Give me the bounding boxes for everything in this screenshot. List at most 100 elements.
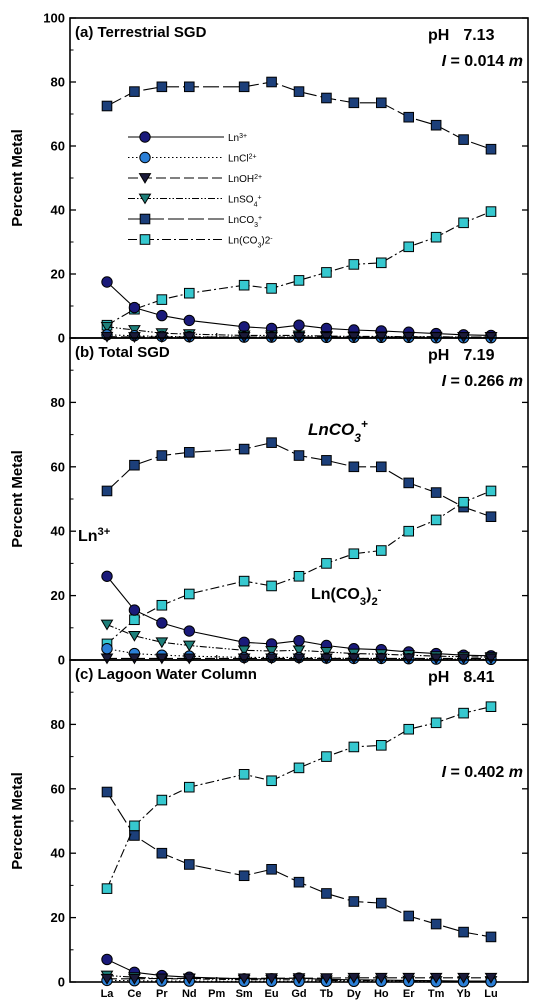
point-ln3-Sm <box>238 321 250 333</box>
point-lnco32-Pr <box>156 599 168 611</box>
point-lnoh-Ho <box>374 972 388 984</box>
series-lnco3 <box>101 437 497 523</box>
legend-label-lncl: LnCl2+ <box>228 153 257 165</box>
legend-label-lnso4-sub: 4 <box>254 201 258 208</box>
x-tick-label: Tb <box>320 988 334 1000</box>
point-lnco3-Tb <box>321 92 332 104</box>
y-axis-title: Percent Metal <box>9 129 26 227</box>
point-ln3-Gd <box>293 634 305 647</box>
legend-label-ln3: Ln3+ <box>228 133 247 145</box>
point-lnco3-Gd <box>293 450 305 461</box>
point-lnco32-Nd <box>183 781 195 793</box>
annotation-lnco32-mid: ) <box>366 586 371 603</box>
point-lnoh-Yb <box>457 653 470 665</box>
ph-label-text: pH <box>428 27 449 44</box>
point-lnco32-Ce <box>129 614 140 626</box>
annotation-lnco32-base: Ln(CO <box>311 586 360 603</box>
point-lnco3-Lu <box>485 143 497 155</box>
x-tick-label: Pm <box>208 988 225 1000</box>
point-lnco3-Er <box>403 111 415 123</box>
point-lnco3-Ho <box>375 97 387 109</box>
annotation-lnco32-sub2: 2 <box>371 596 377 608</box>
ionic-unit: m <box>509 764 523 781</box>
point-lnco32-Tm <box>430 231 442 243</box>
ionic-symbol: I <box>442 53 447 70</box>
panel-1: 0 20 40 60 80 100 Percent Metal (a) Terrestrial… <box>9 11 529 346</box>
point-lnoh-Ce <box>128 653 141 665</box>
point-lnso4-Sm <box>237 645 251 657</box>
point-lnoh-Dy <box>347 972 361 984</box>
point-lncl-La <box>101 643 113 655</box>
annotation-lnco3: LnCO3+ <box>308 417 368 445</box>
point-lnoh-Lu <box>484 972 498 984</box>
legend-label-lnco32-mid: )2 <box>261 236 270 247</box>
point-lnco3-Tm <box>430 119 442 131</box>
x-tick-label: Nd <box>182 988 197 1000</box>
x-tick-label: Ho <box>374 988 389 1000</box>
y-tick-label: 0 <box>58 975 65 990</box>
y-tick-label: 0 <box>58 331 65 346</box>
ph-value: 8.41 <box>463 669 494 686</box>
point-lnco3-Eu <box>266 864 277 875</box>
y-tick-label: 40 <box>51 203 65 218</box>
panel-label: (a) Terrestrial SGD <box>75 24 207 41</box>
legend-marker-lnco3 <box>139 213 151 225</box>
point-lnco3-Dy <box>348 97 360 109</box>
ionic-eq: = 0.266 <box>446 373 509 390</box>
point-lnco32-Eu <box>266 283 277 294</box>
point-lnco3-Sm <box>238 81 250 93</box>
point-lnco32-Gd <box>293 570 305 582</box>
series-lnco32 <box>101 701 497 894</box>
y-tick-label: 60 <box>51 781 65 796</box>
point-lnso4-Pr <box>155 637 169 649</box>
point-lnco3-Pr <box>156 847 168 859</box>
point-lnco32-Eu <box>266 580 277 592</box>
ionic-eq: = 0.402 <box>446 764 509 781</box>
annotation-lnco32-sup: - <box>378 584 382 596</box>
point-ln3-La <box>101 570 113 582</box>
point-ln3-La <box>101 276 113 288</box>
legend: Ln3+LnCl2+LnOH2+LnSO4+LnCO3+Ln(CO3)2- <box>128 131 273 249</box>
point-lnco3-Nd <box>183 81 195 93</box>
point-lnco3-Ce <box>129 459 140 471</box>
x-tick-label: Tm <box>428 988 445 1000</box>
series-lnoh <box>100 331 498 343</box>
point-lnco32-Ho <box>375 740 387 751</box>
point-lnco3-Yb <box>458 926 469 938</box>
y-tick-label: 20 <box>51 588 65 603</box>
annotation-ln3: Ln3+ <box>78 526 111 545</box>
ph-label: pH 7.19 <box>428 347 495 364</box>
annotation-ln3-sup: 3+ <box>98 526 111 538</box>
legend-label-lnso4-base: LnSO <box>228 195 254 206</box>
point-lnco3-Ho <box>375 461 387 473</box>
point-lnco3-Nd <box>183 447 195 458</box>
point-lnco3-Tb <box>321 888 332 899</box>
point-lnoh-La <box>100 653 114 665</box>
point-lnco3-Tm <box>430 487 442 498</box>
x-tick-label: Dy <box>347 988 362 1000</box>
point-lnco32-La <box>101 883 113 894</box>
annotation-lnco3-sup: + <box>361 417 368 431</box>
y-axis-title: Percent Metal <box>9 772 26 870</box>
y-tick-label: 20 <box>51 267 65 282</box>
point-lnco3-Tb <box>321 455 332 466</box>
point-lnco3-La <box>101 485 113 497</box>
ph-label-text: pH <box>428 347 449 364</box>
y-tick-label: 20 <box>51 910 65 925</box>
point-ln3-Ce <box>128 604 141 616</box>
series-lnoh <box>100 972 498 985</box>
panel-3: 0 20 40 60 80 Percent Metal (c) Lagoon Water C… <box>9 659 529 1000</box>
point-lnco32-Er <box>403 723 415 735</box>
legend-label-lnco32-base: Ln(CO <box>228 236 258 247</box>
point-lnoh-Pr <box>155 973 169 985</box>
series-lnco3 <box>101 786 497 943</box>
legend-label-lncl-base: LnCl <box>228 154 249 165</box>
point-ln3-Pr <box>156 309 168 322</box>
point-lnco32-Nd <box>183 588 195 600</box>
point-lnco32-Ho <box>375 545 387 556</box>
point-lnso4-Gd <box>292 645 306 657</box>
legend-label-lnco32: Ln(CO3)2- <box>228 235 273 249</box>
ionic-unit: m <box>509 53 523 70</box>
point-lnoh-Nd <box>182 973 196 985</box>
